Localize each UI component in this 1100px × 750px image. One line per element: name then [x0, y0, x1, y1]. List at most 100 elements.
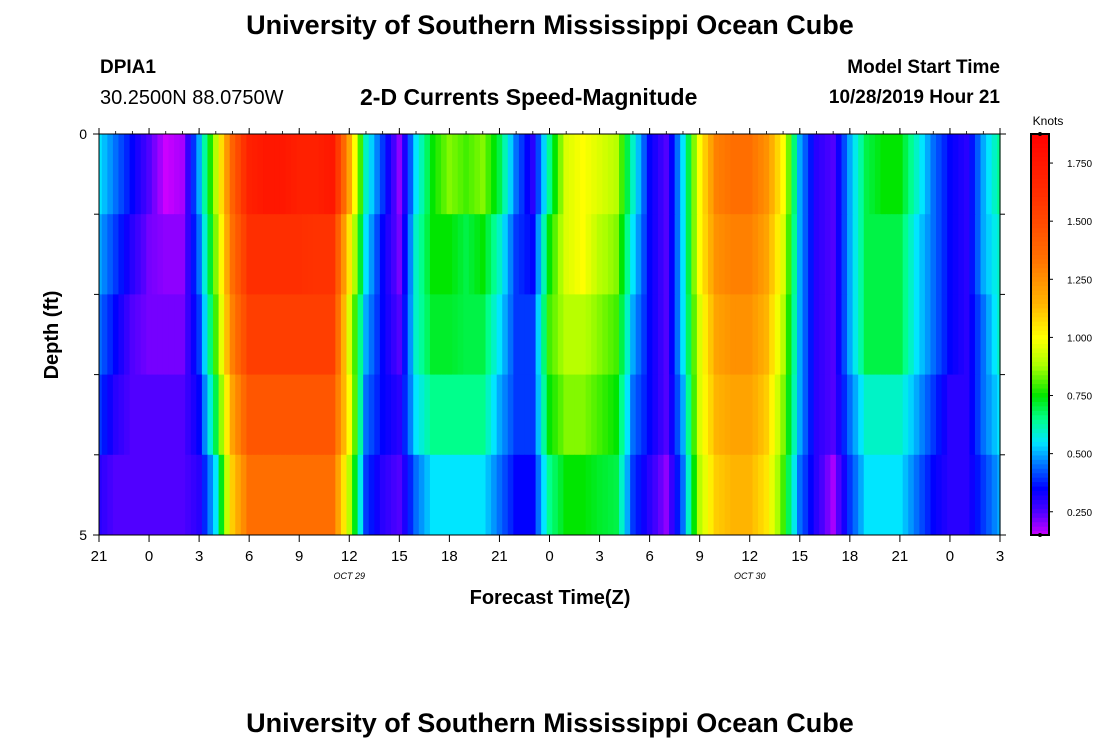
heatmap-cell [758, 294, 776, 376]
x-tick-label: 9 [695, 548, 703, 565]
heatmap-cell [390, 294, 409, 376]
colorbar-end-dot [1038, 132, 1042, 136]
heatmap-cell [641, 374, 659, 456]
heatmap-cell [424, 134, 442, 215]
heatmap-cell [691, 454, 709, 536]
x-tick-label: 18 [841, 548, 858, 565]
heatmap-cell [691, 294, 709, 376]
heatmap-cell [107, 454, 125, 536]
heatmap-cell [657, 134, 676, 215]
heatmap-cell [808, 374, 826, 456]
heatmap-cell [858, 374, 876, 456]
heatmap-cell [924, 454, 943, 536]
heatmap-cell [407, 374, 425, 456]
heatmap-cell [591, 374, 609, 456]
heatmap-cell [824, 294, 843, 376]
heatmap-cell [174, 134, 192, 215]
heatmap-cell [924, 374, 943, 456]
heatmap-cell [657, 454, 676, 536]
heatmap-cell [340, 214, 359, 295]
colorbar-unit-label: Knots [1033, 114, 1064, 128]
heatmap-cell [858, 134, 876, 215]
heatmap-cell [374, 214, 392, 295]
x-tick-label: 18 [441, 548, 458, 565]
heatmap-cell [307, 454, 325, 536]
heatmap-cell [774, 374, 793, 456]
heatmap-cell [491, 374, 509, 456]
heatmap-cell [390, 374, 409, 456]
heatmap-cell [107, 214, 125, 295]
heatmap-cell [240, 134, 259, 215]
heatmap-cell [958, 454, 976, 536]
colorbar-tick-label: 0.500 [1067, 450, 1092, 461]
heatmap-cell [290, 374, 309, 456]
heatmap-cell [607, 134, 626, 215]
heatmap-cell [758, 454, 776, 536]
heatmap-cell [390, 214, 409, 295]
heatmap-cell [99, 294, 108, 376]
heatmap-cell [240, 374, 259, 456]
heatmap-cell [474, 374, 492, 456]
x-tick-label: 3 [996, 548, 1004, 565]
heatmap-cell [240, 294, 259, 376]
heatmap-cell [407, 134, 425, 215]
heatmap-cell [824, 134, 843, 215]
heatmap-cell [574, 454, 592, 536]
heatmap-cell [591, 454, 609, 536]
heatmap-cell [991, 294, 1001, 376]
x-axis: 21 0 3 6 9 12 15 18 21 0 3 6 9 12 15 18 21 0 3 OCT 29 OCT 30 [91, 128, 1004, 581]
heatmap-cell [424, 294, 442, 376]
y-tick-label: 5 [79, 527, 87, 543]
heatmap-cell [424, 214, 442, 295]
x-tick-label: 6 [245, 548, 253, 565]
heatmap-cell [524, 374, 542, 456]
heatmap-cell [708, 214, 726, 295]
heatmap-cell [441, 214, 459, 295]
heatmap-cell [891, 374, 909, 456]
heatmap-cell [808, 214, 826, 295]
heatmap-cell [340, 454, 359, 536]
heatmap-cell [190, 214, 209, 295]
heatmap-cell [290, 214, 309, 295]
heatmap-cell [574, 214, 592, 295]
heatmap-cell [107, 294, 125, 376]
heatmap-cell [591, 214, 609, 295]
heatmap-cell [724, 454, 742, 536]
heatmap-cell [741, 294, 759, 376]
heatmap-cell [140, 374, 158, 456]
heatmap-cell [474, 294, 492, 376]
heatmap-cell [374, 134, 392, 215]
heatmap-cell [991, 374, 1001, 456]
heatmap-cell [674, 214, 692, 295]
heatmap-cell [958, 294, 976, 376]
heatmap-cell [174, 454, 192, 536]
heatmap-cell [140, 294, 158, 376]
colorbar-end-dot [1038, 533, 1042, 537]
heatmap-cell [774, 294, 793, 376]
heatmap-cell [991, 134, 1001, 215]
heatmap-cell [441, 454, 459, 536]
heatmap-cell [274, 214, 292, 295]
heatmap-cell [374, 454, 392, 536]
heatmap-cell [708, 374, 726, 456]
heatmap-cell [958, 374, 976, 456]
heatmap-cell [357, 454, 375, 536]
heatmap-cell [607, 454, 626, 536]
heatmap-cell [507, 374, 526, 456]
heatmap-cell [407, 214, 425, 295]
heatmap-cell [107, 134, 125, 215]
heatmap-cell [724, 374, 742, 456]
date-label: OCT 29 [334, 571, 366, 581]
heatmap-cell [557, 134, 576, 215]
heatmap-cell [758, 214, 776, 295]
heatmap-cell [240, 454, 259, 536]
colorbar-tick-label: 0.750 [1067, 392, 1092, 403]
heatmap-cell [708, 134, 726, 215]
colorbar-tick-label: 1.500 [1067, 217, 1092, 228]
heatmap-cell [257, 134, 275, 215]
heatmap-cell [340, 294, 359, 376]
heatmap-cell [491, 294, 509, 376]
y-axis-label: Depth (ft) [41, 291, 63, 380]
heatmap-cell [774, 134, 793, 215]
heatmap-cell [524, 294, 542, 376]
